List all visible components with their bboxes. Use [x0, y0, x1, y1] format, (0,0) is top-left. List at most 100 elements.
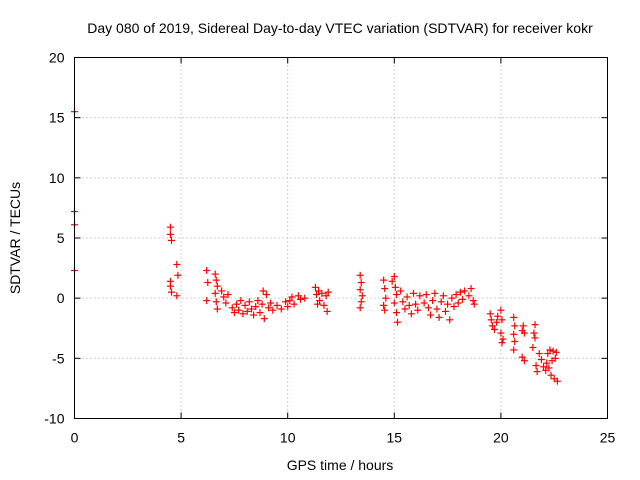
- data-point: [540, 363, 548, 371]
- data-point: [380, 276, 388, 284]
- data-point: [212, 276, 220, 284]
- x-axis-label: GPS time / hours: [287, 457, 394, 473]
- data-point: [461, 287, 469, 295]
- data-point: [399, 298, 407, 306]
- data-point: [237, 297, 245, 305]
- data-point: [391, 283, 399, 291]
- data-point: [273, 301, 281, 309]
- data-point: [212, 298, 220, 306]
- data-point: [269, 306, 277, 314]
- data-point: [265, 304, 273, 312]
- data-point: [218, 287, 226, 295]
- data-point: [213, 282, 221, 290]
- data-point: [245, 298, 253, 306]
- data-point: [286, 297, 294, 305]
- data-point: [356, 286, 364, 294]
- data-point: [549, 347, 557, 355]
- data-point: [381, 285, 389, 293]
- data-point: [535, 350, 543, 358]
- data-point: [510, 346, 518, 354]
- data-point: [277, 305, 285, 313]
- data-point: [465, 292, 473, 300]
- data-point: [439, 292, 447, 300]
- data-point: [397, 287, 405, 295]
- data-point: [498, 339, 506, 347]
- data-point: [412, 300, 420, 308]
- data-point: [422, 291, 430, 299]
- data-point: [456, 288, 464, 296]
- data-point: [429, 297, 437, 305]
- data-point: [254, 297, 262, 305]
- data-point: [241, 301, 249, 309]
- data-point: [409, 289, 417, 297]
- data-point: [203, 266, 211, 274]
- x-tick-label: 5: [177, 430, 185, 446]
- data-point: [511, 337, 519, 345]
- data-point: [420, 299, 428, 307]
- data-point: [405, 301, 413, 309]
- data-point: [533, 368, 541, 376]
- data-point: [416, 292, 424, 300]
- data-point: [488, 322, 496, 330]
- data-point: [441, 307, 449, 315]
- data-point: [552, 348, 560, 356]
- data-point: [510, 330, 518, 338]
- data-point: [250, 311, 258, 319]
- data-point: [174, 271, 182, 279]
- data-point: [403, 293, 411, 301]
- data-point: [388, 277, 396, 285]
- data-point: [243, 307, 251, 315]
- data-point: [166, 282, 174, 290]
- data-point: [498, 316, 506, 324]
- data-point: [435, 313, 443, 321]
- y-tick-label: 20: [49, 50, 65, 66]
- data-point: [393, 318, 401, 326]
- data-point: [323, 307, 331, 315]
- data-point: [493, 318, 501, 326]
- data-point: [356, 271, 364, 279]
- data-point: [260, 315, 268, 323]
- y-tick-label: -10: [44, 411, 64, 427]
- data-point: [392, 309, 400, 317]
- data-point: [247, 305, 255, 313]
- data-point: [211, 270, 219, 278]
- data-point: [318, 289, 326, 297]
- data-point: [324, 288, 332, 296]
- axis-ticks: 0 5 10 15 20 25 -10 -5 0 5 10 15 20: [44, 50, 615, 446]
- data-point: [259, 287, 267, 295]
- data-point: [357, 298, 365, 306]
- data-point: [284, 303, 292, 311]
- data-point: [448, 294, 456, 302]
- data-point: [543, 359, 551, 367]
- data-point: [444, 300, 452, 308]
- data-point: [452, 291, 460, 299]
- data-point: [381, 306, 389, 314]
- y-tick-label: 10: [49, 170, 65, 186]
- data-point: [356, 304, 364, 312]
- data-point: [520, 357, 528, 365]
- data-point: [392, 291, 400, 299]
- data-point: [530, 329, 538, 337]
- data-point: [357, 279, 365, 287]
- plot-frame: [74, 57, 608, 419]
- data-point: [545, 364, 553, 372]
- data-point: [414, 306, 422, 314]
- data-point: [446, 316, 454, 324]
- data-point: [467, 285, 475, 293]
- data-point: [235, 306, 243, 314]
- data-point: [256, 309, 264, 317]
- data-point: [213, 305, 221, 313]
- x-tick-label: 20: [493, 430, 509, 446]
- data-point: [358, 292, 366, 300]
- data-point: [470, 300, 478, 308]
- data-point: [262, 291, 270, 299]
- y-axis-label: SDTVAR / TECUs: [7, 182, 23, 294]
- data-point: [469, 297, 477, 305]
- data-point: [312, 291, 320, 299]
- x-tick-label: 10: [280, 430, 296, 446]
- data-point: [168, 288, 176, 296]
- data-point: [511, 322, 519, 330]
- data-point: [168, 236, 176, 244]
- data-point: [531, 334, 539, 342]
